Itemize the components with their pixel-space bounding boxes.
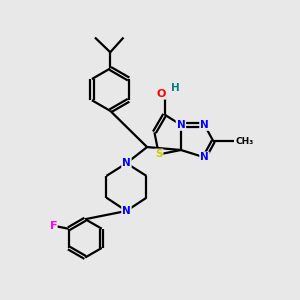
Text: N: N bbox=[122, 158, 131, 168]
Text: N: N bbox=[176, 120, 185, 130]
Text: N: N bbox=[200, 120, 209, 130]
Text: H: H bbox=[171, 83, 179, 93]
Text: S: S bbox=[155, 149, 163, 159]
Text: O: O bbox=[157, 89, 166, 99]
Text: N: N bbox=[200, 152, 209, 162]
Text: N: N bbox=[122, 206, 131, 216]
Text: CH₃: CH₃ bbox=[236, 137, 253, 146]
Text: F: F bbox=[50, 221, 57, 231]
